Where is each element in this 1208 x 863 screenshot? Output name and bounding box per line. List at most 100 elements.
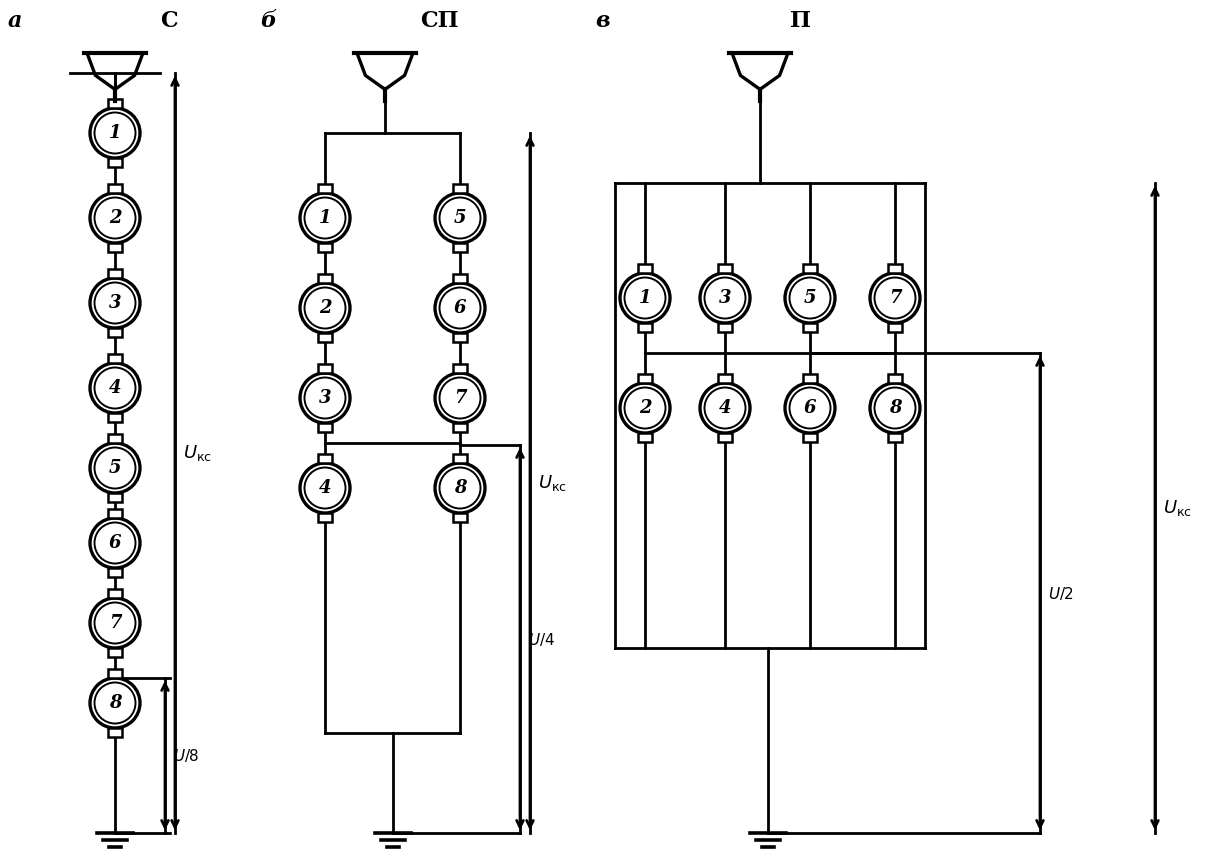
FancyBboxPatch shape xyxy=(108,434,122,443)
FancyBboxPatch shape xyxy=(318,423,332,432)
Text: 2: 2 xyxy=(319,299,331,317)
Circle shape xyxy=(91,363,140,413)
FancyBboxPatch shape xyxy=(803,433,817,442)
Text: 8: 8 xyxy=(454,479,466,497)
Text: 3: 3 xyxy=(319,389,331,407)
FancyBboxPatch shape xyxy=(638,433,652,442)
FancyBboxPatch shape xyxy=(888,433,902,442)
FancyBboxPatch shape xyxy=(803,374,817,383)
FancyBboxPatch shape xyxy=(108,243,122,252)
FancyBboxPatch shape xyxy=(108,589,122,598)
FancyBboxPatch shape xyxy=(318,454,332,463)
FancyBboxPatch shape xyxy=(453,184,467,193)
Text: 8: 8 xyxy=(109,694,121,712)
Text: $U_{\rm кс}$: $U_{\rm кс}$ xyxy=(538,473,567,493)
Circle shape xyxy=(91,598,140,648)
Text: $U/2$: $U/2$ xyxy=(1049,584,1074,602)
Text: 4: 4 xyxy=(319,479,331,497)
FancyBboxPatch shape xyxy=(108,158,122,167)
FancyBboxPatch shape xyxy=(318,184,332,193)
Text: 6: 6 xyxy=(109,534,121,552)
FancyBboxPatch shape xyxy=(108,493,122,502)
Circle shape xyxy=(91,678,140,728)
FancyBboxPatch shape xyxy=(108,99,122,108)
FancyBboxPatch shape xyxy=(318,243,332,252)
Circle shape xyxy=(435,463,484,513)
Text: в: в xyxy=(596,10,610,32)
Text: СП: СП xyxy=(420,10,459,32)
FancyBboxPatch shape xyxy=(108,728,122,737)
FancyBboxPatch shape xyxy=(318,274,332,283)
Text: а: а xyxy=(8,10,23,32)
FancyBboxPatch shape xyxy=(638,323,652,332)
Circle shape xyxy=(300,283,350,333)
Text: 5: 5 xyxy=(803,289,817,307)
FancyBboxPatch shape xyxy=(453,364,467,373)
Circle shape xyxy=(435,193,484,243)
Circle shape xyxy=(870,273,920,323)
Circle shape xyxy=(435,373,484,423)
FancyBboxPatch shape xyxy=(803,264,817,273)
FancyBboxPatch shape xyxy=(108,184,122,193)
Circle shape xyxy=(91,193,140,243)
Text: 5: 5 xyxy=(109,459,121,477)
Circle shape xyxy=(300,193,350,243)
FancyBboxPatch shape xyxy=(318,364,332,373)
FancyBboxPatch shape xyxy=(108,269,122,278)
FancyBboxPatch shape xyxy=(453,513,467,522)
Text: б: б xyxy=(260,10,277,32)
FancyBboxPatch shape xyxy=(108,509,122,518)
FancyBboxPatch shape xyxy=(803,323,817,332)
Circle shape xyxy=(300,463,350,513)
Text: 1: 1 xyxy=(639,289,651,307)
Text: 7: 7 xyxy=(454,389,466,407)
Circle shape xyxy=(620,383,670,433)
Text: 8: 8 xyxy=(889,399,901,417)
Text: $U_{\rm кс}$: $U_{\rm кс}$ xyxy=(1163,498,1192,518)
Text: П: П xyxy=(790,10,811,32)
Text: 2: 2 xyxy=(639,399,651,417)
FancyBboxPatch shape xyxy=(718,264,732,273)
Text: $U_{\rm кс}$: $U_{\rm кс}$ xyxy=(182,443,211,463)
Circle shape xyxy=(91,443,140,493)
FancyBboxPatch shape xyxy=(453,454,467,463)
FancyBboxPatch shape xyxy=(718,433,732,442)
FancyBboxPatch shape xyxy=(108,354,122,363)
Text: 5: 5 xyxy=(454,209,466,227)
FancyBboxPatch shape xyxy=(108,413,122,422)
Circle shape xyxy=(699,383,750,433)
FancyBboxPatch shape xyxy=(888,264,902,273)
FancyBboxPatch shape xyxy=(318,333,332,342)
FancyBboxPatch shape xyxy=(718,323,732,332)
Circle shape xyxy=(91,108,140,158)
Text: 4: 4 xyxy=(719,399,731,417)
Text: 7: 7 xyxy=(109,614,121,632)
Text: С: С xyxy=(159,10,178,32)
FancyBboxPatch shape xyxy=(638,264,652,273)
FancyBboxPatch shape xyxy=(888,323,902,332)
Text: 7: 7 xyxy=(889,289,901,307)
FancyBboxPatch shape xyxy=(453,333,467,342)
Text: 3: 3 xyxy=(719,289,731,307)
Circle shape xyxy=(435,283,484,333)
Text: 6: 6 xyxy=(454,299,466,317)
Text: 4: 4 xyxy=(109,379,121,397)
FancyBboxPatch shape xyxy=(718,374,732,383)
Text: 3: 3 xyxy=(109,294,121,312)
Text: $U/8$: $U/8$ xyxy=(173,747,199,764)
FancyBboxPatch shape xyxy=(108,328,122,337)
Text: 1: 1 xyxy=(319,209,331,227)
Circle shape xyxy=(620,273,670,323)
FancyBboxPatch shape xyxy=(888,374,902,383)
Circle shape xyxy=(870,383,920,433)
Circle shape xyxy=(785,383,835,433)
Circle shape xyxy=(300,373,350,423)
FancyBboxPatch shape xyxy=(108,648,122,657)
FancyBboxPatch shape xyxy=(453,274,467,283)
FancyBboxPatch shape xyxy=(638,374,652,383)
Text: 2: 2 xyxy=(109,209,121,227)
Circle shape xyxy=(785,273,835,323)
Circle shape xyxy=(699,273,750,323)
Text: $U/4$: $U/4$ xyxy=(528,631,556,647)
FancyBboxPatch shape xyxy=(453,243,467,252)
